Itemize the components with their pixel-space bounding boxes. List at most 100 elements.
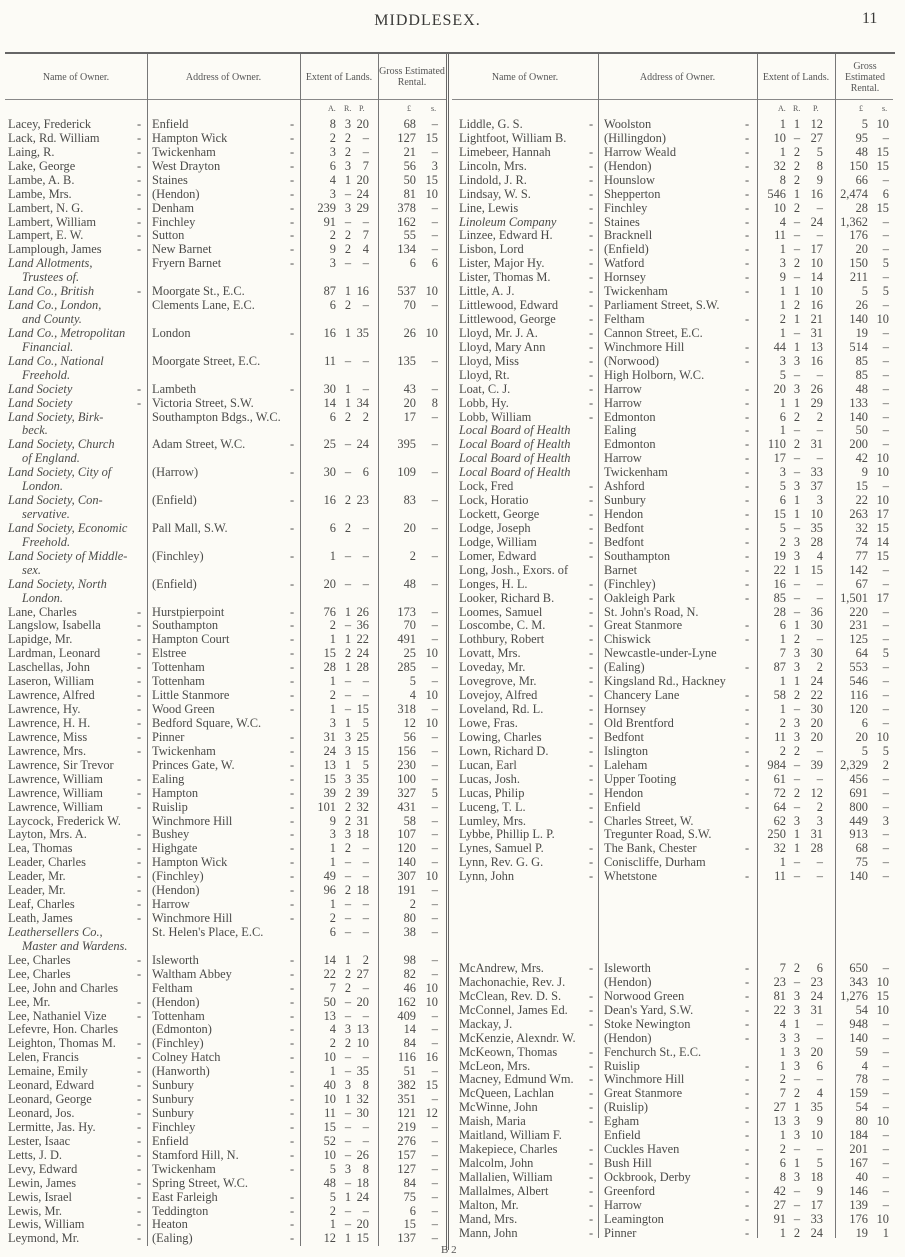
extent-perches: 32 [356, 1092, 369, 1107]
owner-address: Tottenham [152, 1008, 205, 1023]
leader-dash: - [745, 1072, 750, 1087]
rental-pounds: 70 [403, 298, 416, 313]
owner-name-continuation: sex. [22, 562, 41, 577]
extent-perches: 36 [356, 618, 369, 633]
extent-perches: 20 [810, 1044, 823, 1059]
extent-roods: – [344, 465, 352, 480]
extent-acres: 15 [323, 771, 336, 786]
leader-dash: - [137, 618, 142, 633]
rental-pounds: 12 [403, 715, 416, 730]
leader-dash: - [745, 520, 750, 535]
owner-name: Looker, Richard B. [459, 590, 555, 605]
owner-name: Lee, Mr. [8, 994, 51, 1009]
leader-dash: - [745, 1183, 750, 1198]
leader-dash: - [290, 493, 295, 508]
column-rule [378, 54, 379, 1246]
extent-acres: 3 [329, 256, 336, 271]
extent-perches: 13 [356, 1022, 369, 1037]
leader-dash: - [290, 520, 295, 535]
rental-shillings: 15 [876, 200, 889, 215]
column-header-rental: Gross Estimated Rental. [845, 60, 885, 94]
rental-pounds: 19 [855, 1225, 868, 1240]
rental-shillings: – [882, 130, 889, 145]
rental-shillings: – [882, 423, 889, 438]
signature-mark: B 2 [441, 1244, 457, 1256]
extent-perches: – [816, 1030, 823, 1045]
leader-dash: - [745, 1128, 750, 1143]
owner-address: Staines [604, 214, 640, 229]
owner-name-continuation: Freehold. [22, 534, 71, 549]
owner-address: (Hillingdon) [604, 130, 666, 145]
leader-dash: - [745, 1169, 750, 1184]
extent-perches: – [362, 214, 369, 229]
extent-roods: 3 [344, 117, 352, 131]
owner-address: Ealing [604, 423, 637, 438]
leader-dash: - [589, 590, 594, 605]
owner-name: Lowing, Charles [459, 729, 542, 744]
extent-roods: – [344, 1119, 352, 1134]
extent-acres: 2 [329, 618, 336, 633]
extent-roods: – [344, 576, 352, 591]
extent-acres: 1 [329, 897, 336, 912]
rental-pounds: 5 [861, 284, 868, 299]
owner-name: Land Society, Economic [8, 520, 128, 535]
extent-perches: 18 [356, 883, 369, 898]
extent-roods: 2 [344, 242, 352, 257]
owner-name-continuation: servative. [22, 507, 70, 522]
leader-dash: - [589, 144, 594, 159]
leader-dash: - [290, 1106, 295, 1121]
extent-roods: – [793, 325, 801, 340]
column-header-rental: Gross Estimated Rental. [379, 66, 445, 88]
rental-shillings: – [882, 799, 889, 814]
owner-address: Harrow [604, 395, 642, 410]
leader-dash: - [290, 214, 295, 229]
extent-acres: 1 [329, 855, 336, 870]
leader-dash: - [589, 771, 594, 786]
extent-acres: 25 [323, 437, 336, 452]
rental-pounds: 107 [397, 827, 416, 842]
extent-perches: – [362, 1133, 369, 1148]
extent-roods: 3 [793, 813, 801, 828]
extent-perches: 17 [810, 242, 823, 257]
rental-pounds: 20 [855, 242, 868, 257]
extent-perches: – [816, 200, 823, 215]
leader-dash: - [589, 1156, 594, 1171]
owner-name: Lardman, Leonard [8, 646, 101, 661]
rental-pounds: 150 [849, 256, 868, 271]
rental-pounds: 382 [397, 1078, 416, 1093]
rental-shillings: – [882, 395, 889, 410]
owner-address: Islington [604, 743, 649, 758]
owner-address: Isleworth [604, 961, 651, 975]
owner-name: Leymond, Mr. [8, 1231, 80, 1246]
owner-address: Norwood Green [604, 988, 685, 1003]
owner-address: Sunbury [604, 493, 646, 508]
extent-perches: – [362, 130, 369, 145]
extent-roods: 3 [344, 1161, 352, 1176]
owner-address: Coniscliffe, Durham [604, 855, 706, 870]
extent-roods: – [793, 1211, 801, 1226]
owner-address: Shepperton [604, 186, 661, 201]
extent-roods: 3 [793, 646, 801, 661]
rental-pounds: 15 [403, 1217, 416, 1232]
extent-acres: 61 [773, 771, 786, 786]
extent-perches: 31 [810, 437, 823, 452]
leader-dash: - [589, 312, 594, 327]
page-number: 11 [862, 10, 878, 27]
owner-name: Lisbon, Lord [459, 242, 524, 257]
owner-name: Lee, Nathaniel Vize [8, 1008, 107, 1023]
extent-acres: 1 [779, 298, 786, 313]
owner-name: Lynn, Rev. G. G. [459, 855, 544, 870]
extent-acres: 62 [773, 813, 786, 828]
owner-name: Lock, Horatio [459, 493, 529, 508]
owner-name: Macney, Edmund Wm. [459, 1072, 574, 1087]
rental-shillings: 5 [882, 284, 889, 299]
leader-dash: - [745, 757, 750, 772]
leader-dash: - [290, 757, 295, 772]
rental-pounds: 167 [849, 1156, 868, 1171]
extent-perches: – [362, 924, 369, 939]
extent-perches: 28 [810, 841, 823, 856]
extent-acres: 40 [323, 1078, 336, 1093]
rental-shillings: – [431, 883, 438, 898]
owner-name: Lawrence, William [8, 785, 103, 800]
owner-address: Enfield [152, 117, 189, 131]
